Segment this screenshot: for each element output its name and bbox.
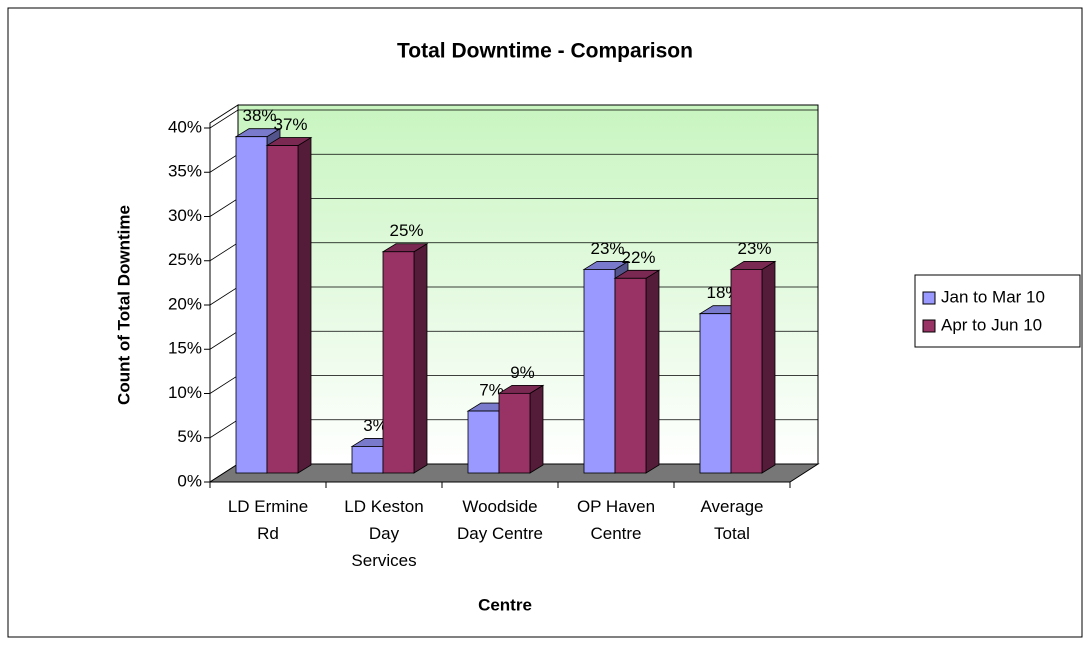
bar <box>467 410 500 474</box>
x-tick-label: Woodside Day Centre <box>457 497 543 543</box>
x-tick-label: Average Total <box>700 497 763 543</box>
bar <box>351 446 384 474</box>
x-tick-label: LD Ermine Rd <box>228 497 308 543</box>
side-wall <box>209 104 239 483</box>
y-axis-title: Count of Total Downtime <box>114 205 133 405</box>
y-tick-label: 5% <box>177 427 202 446</box>
data-label: 3% <box>363 416 388 435</box>
data-label: 23% <box>590 239 624 258</box>
data-label: 9% <box>510 363 535 382</box>
data-label: 23% <box>737 239 771 258</box>
data-label: 38% <box>242 106 276 125</box>
bar-side <box>297 136 312 474</box>
legend-swatch <box>922 319 936 333</box>
bar <box>498 392 531 474</box>
bar <box>382 251 415 474</box>
bar <box>266 145 299 474</box>
data-label: 22% <box>621 248 655 267</box>
bar-side <box>761 260 776 474</box>
legend-label: Jan to Mar 10 <box>941 287 1045 306</box>
chart-title: Total Downtime - Comparison <box>397 40 693 63</box>
x-tick-label: LD Keston Day Services <box>344 497 423 570</box>
bar <box>699 313 732 474</box>
x-axis-title: Centre <box>478 595 532 614</box>
bar <box>730 269 763 474</box>
x-tick-label: OP Haven Centre <box>577 497 655 543</box>
data-label: 25% <box>389 221 423 240</box>
bar-side <box>413 243 428 474</box>
bar-side <box>529 384 544 474</box>
y-tick-label: 40% <box>168 117 202 136</box>
grid-line <box>209 109 818 129</box>
bar <box>583 269 616 474</box>
y-tick-label: 25% <box>168 250 202 269</box>
y-tick-label: 20% <box>168 294 202 313</box>
y-tick-label: 0% <box>177 471 202 490</box>
y-tick-label: 35% <box>168 162 202 181</box>
y-tick-label: 15% <box>168 339 202 358</box>
legend-swatch <box>922 291 936 305</box>
bar <box>235 136 268 474</box>
bar <box>614 277 647 474</box>
y-tick-label: 30% <box>168 206 202 225</box>
legend-label: Apr to Jun 10 <box>941 315 1042 334</box>
y-tick-label: 10% <box>168 383 202 402</box>
legend <box>914 274 1081 348</box>
data-label: 37% <box>273 115 307 134</box>
bar-side <box>645 269 660 474</box>
data-label: 7% <box>479 381 504 400</box>
